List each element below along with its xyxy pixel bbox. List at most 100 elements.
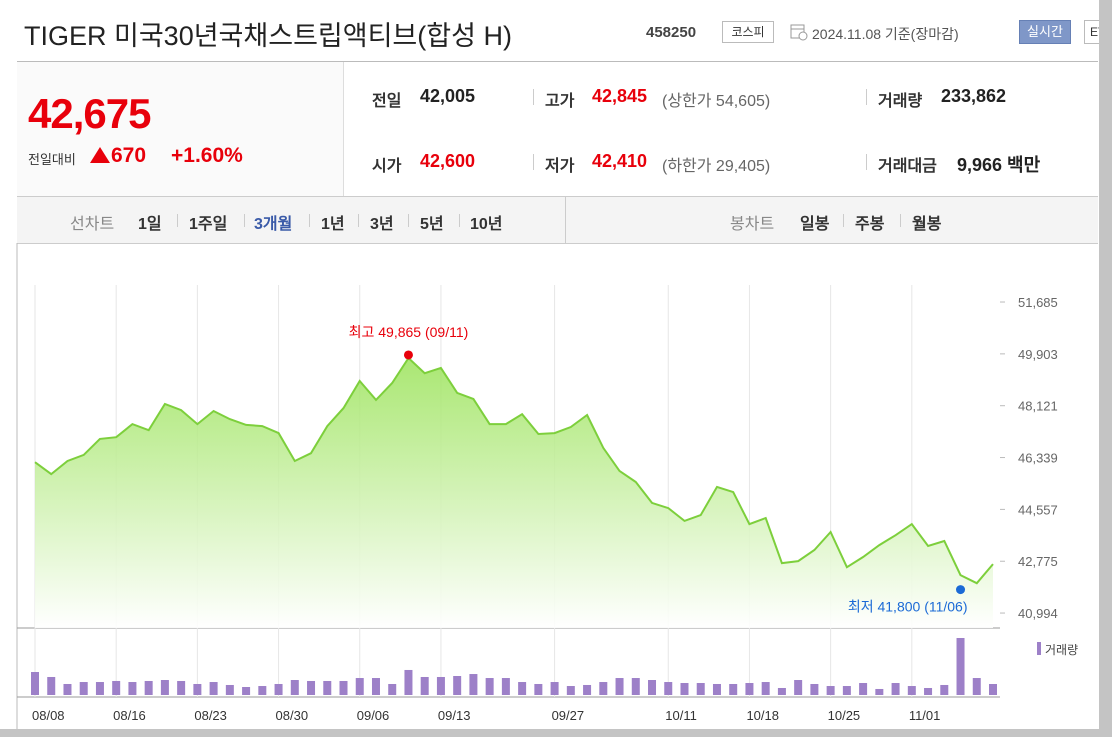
tab-bar [17,196,1098,244]
volume-bar [859,683,868,695]
volume-bar [31,672,39,695]
volume-bar [95,682,104,695]
chart: 08/08 08/16 08/23 08/30 09/06 09/13 09/27 10/11… [16,243,1078,729]
separator [533,154,534,170]
volume-legend: 거래량 [1045,643,1078,657]
candle-tab[interactable]: 주봉 [855,216,885,233]
x-tick-label: 11/01 [909,708,941,723]
stat-label: 전일 [372,93,402,110]
current-price: 42,675 [28,90,151,137]
volume-bar [631,678,640,695]
stat-value: 42,845 [592,86,648,106]
separator [408,214,409,227]
volume-bar [177,680,186,695]
area [35,358,993,628]
volume-bar [761,682,770,695]
x-tick-label: 09/13 [438,708,471,723]
volume-bar [436,676,445,695]
volume-bar [307,680,316,695]
candle-tab[interactable]: 일봉 [800,216,830,233]
volume-bar [940,684,949,695]
stat-note: (상한가 54,605) [662,93,771,110]
volume-bar [209,682,218,695]
volume-bar [274,683,283,695]
volume-bar [63,683,72,695]
x-tick-label: 10/25 [828,708,861,723]
volume-bar [810,683,819,695]
volume-bar [924,687,933,695]
volume-bar [339,680,348,695]
volume-bar [518,682,527,695]
tab-group-label: 봉차트 [730,216,775,233]
x-tick-label: 08/23 [194,708,227,723]
volume-bar [79,682,88,695]
volume-bar [258,686,267,695]
tab-group-label: 선차트 [70,216,115,233]
stat-label: 거래량 [878,93,923,110]
volume-bar [875,688,884,695]
volume-bar [891,683,900,695]
period-tab[interactable]: 1주일 [189,216,228,233]
extreme-label: 최저 41,800 (11/06) [848,599,968,615]
volume-bar [469,674,478,695]
y-tick-label: 49,903 [1018,347,1058,362]
candle-tab[interactable]: 월봉 [912,216,942,233]
volume-bar [193,683,202,695]
volume-bar [777,687,786,695]
period-tab[interactable]: 5년 [420,216,444,233]
y-tick-label: 48,121 [1018,399,1058,414]
separator [459,214,460,227]
stat-label: 거래대금 [878,158,937,175]
period-tab[interactable]: 1일 [138,216,162,233]
y-tick-label: 46,339 [1018,451,1058,466]
x-tick-label: 08/30 [276,708,309,723]
stat-label: 저가 [545,158,575,175]
title: TIGER 미국30년국채스트립액티브(합성 H) [24,21,512,51]
volume-bar [745,683,754,695]
period-tab[interactable]: 10년 [470,216,503,233]
price-line [34,356,994,585]
volume-bar [972,678,981,695]
volume-bar [112,680,121,695]
volume-bar [371,678,380,695]
separator [244,214,245,227]
base-date: 2024.11.08 기준(장마감) [812,26,959,42]
volume-bar [956,638,965,695]
stat-label: 고가 [545,93,575,110]
volume-bar [225,684,234,695]
y-tick-label: 40,994 [1018,606,1058,621]
change-percent: +1.60% [171,144,243,167]
separator [843,214,844,227]
volume-bar [355,678,364,695]
period-tab[interactable]: 1년 [321,216,345,233]
volume-bar [323,680,332,695]
x-tick-label: 08/08 [32,708,65,723]
stat-note: (하한가 29,405) [662,158,771,175]
volume-bar [599,682,608,695]
x-tick-label: 09/27 [552,708,585,723]
volume-bar [534,683,543,695]
separator [309,214,310,227]
volume-bar [842,686,851,695]
stat-value: 42,005 [420,86,476,106]
volume-bar [453,676,462,695]
volume-bar [144,680,153,695]
realtime-button[interactable]: 실시간 [1019,20,1071,44]
period-tab[interactable]: 3개월 [254,216,293,233]
volume-bar [907,686,916,695]
volume-bar [501,678,510,695]
x-tick-label: 10/11 [665,708,697,723]
volume-bar [290,679,299,695]
volume-bar [388,683,397,695]
period-tab[interactable]: 3년 [370,216,394,233]
tab-divider [565,197,566,243]
change-label: 전일대비 [28,152,76,167]
volume-bar [485,678,494,695]
calendar-icon [790,24,808,41]
volume-bar [664,682,673,695]
stat-label: 시가 [372,158,402,175]
up-triangle [90,147,110,163]
stat-value: 42,410 [592,151,648,171]
x-tick-label: 09/06 [357,708,390,723]
